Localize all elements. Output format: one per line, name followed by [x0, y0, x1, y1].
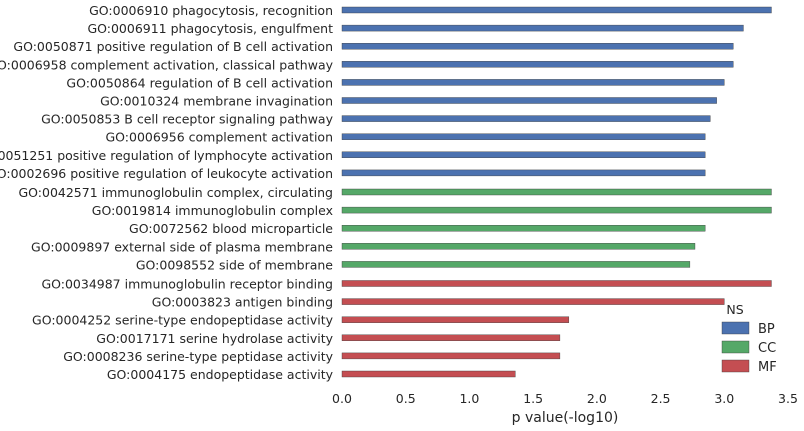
category-label: GO:0072562 blood microparticle [129, 221, 333, 236]
bar-bp [341, 24, 744, 32]
category-label: GO:0050864 regulation of B cell activati… [66, 75, 333, 90]
x-tick-label: 2.0 [587, 391, 607, 406]
x-axis-ticks: 0.0 0.5 1.0 1.5 2.0 2.5 3.0 3.5 [332, 391, 798, 406]
x-tick-label: 1.5 [523, 391, 543, 406]
x-tick-label: 0.5 [396, 391, 416, 406]
category-label: GO:0017171 serine hydrolase activity [96, 331, 333, 346]
bar-mf [341, 298, 725, 305]
bar-cc [341, 261, 691, 268]
category-label: GO:0034987 immunoglobulin receptor bindi… [41, 277, 333, 292]
category-label: GO:0003823 antigen binding [152, 295, 333, 310]
bar-mf [341, 352, 561, 360]
x-axis-title: p value(-log10) [512, 410, 619, 426]
bar-bp [341, 61, 734, 68]
bar-cc [341, 224, 706, 232]
category-label: GO:0051251 positive regulation of lympho… [0, 148, 333, 163]
category-label: GO:0004252 serine-type endopeptidase act… [32, 313, 334, 328]
bar-bp [341, 151, 706, 159]
category-label: GO:0050871 positive regulation of B cell… [13, 39, 333, 54]
legend-label-bp: BP [758, 322, 775, 337]
category-label: GO:0006911 phagocytosis, engulfment [87, 21, 333, 36]
legend: NS BP CC MF [721, 302, 777, 375]
bar-bp [341, 79, 725, 86]
bar-bp [341, 97, 717, 104]
category-label: GO:0050853 B cell receptor signaling pat… [41, 112, 333, 127]
bar-bp [341, 115, 711, 122]
legend-label-mf: MF [758, 360, 777, 375]
category-label: GO:0002696 positive regulation of leukoc… [0, 166, 333, 181]
legend-swatch-bp [721, 321, 750, 335]
bars-layer [341, 6, 772, 378]
category-label: GO:0006910 phagocytosis, recognition [89, 3, 333, 18]
bar-mf [341, 334, 561, 341]
bar-bp [341, 43, 734, 50]
bar-cc [341, 243, 696, 250]
bar-bp [341, 133, 706, 140]
category-labels: GO:0006910 phagocytosis, recognition GO:0… [0, 3, 334, 382]
category-label: GO:0006958 complement activation, classi… [0, 57, 334, 72]
category-label: GO:0098552 side of membrane [136, 257, 333, 272]
legend-swatch-cc [721, 340, 750, 354]
bar-mf [341, 370, 516, 378]
category-label: GO:0006956 complement activation [105, 130, 333, 145]
category-label: GO:0010324 membrane invagination [100, 94, 333, 109]
category-label: GO:0004175 endopeptidase activity [107, 367, 334, 382]
bar-bp [341, 169, 706, 177]
bar-mf [341, 280, 772, 287]
legend-title: NS [726, 302, 743, 317]
x-tick-label: 3.5 [778, 391, 798, 406]
category-label: GO:0042571 immunoglobulin complex, circu… [18, 185, 333, 200]
bar-bp [341, 6, 772, 14]
category-label: GO:0008236 serine-type peptidase activit… [63, 349, 333, 364]
legend-label-cc: CC [758, 341, 776, 356]
category-label: GO:0009897 external side of plasma membr… [31, 239, 333, 254]
legend-swatch-mf [721, 359, 750, 373]
x-tick-label: 3.0 [714, 391, 734, 406]
x-tick-label: 2.5 [651, 391, 671, 406]
legend-items: BP CC MF [721, 321, 777, 375]
bar-cc [341, 188, 772, 196]
bar-mf [341, 316, 570, 323]
x-tick-label: 0.0 [332, 391, 352, 406]
bar-cc [341, 206, 772, 214]
category-label: GO:0019814 immunoglobulin complex [92, 203, 333, 218]
x-tick-label: 1.0 [459, 391, 479, 406]
